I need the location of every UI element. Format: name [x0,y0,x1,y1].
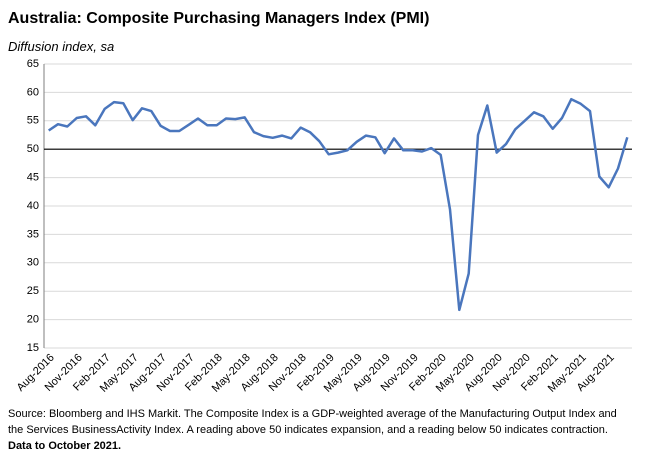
y-tick-label: 15 [27,342,39,354]
data-line [47,97,629,312]
y-tick-label: 50 [27,143,39,155]
y-tick-label: 65 [27,58,39,70]
data-note: Data to October 2021. [8,440,121,452]
y-tick-label: 40 [27,200,39,212]
y-tick-label: 25 [27,285,39,297]
y-tick-label: 30 [27,257,39,269]
y-tick-label: 60 [27,86,39,98]
chart-subtitle: Diffusion index, sa [8,39,114,54]
y-tick-label: 35 [27,228,39,240]
footnote: the Services BusinessActivity Index. A r… [8,424,608,436]
y-tick-label: 20 [27,314,39,326]
y-tick-label: 45 [27,172,39,184]
footnote: Source: Bloomberg and IHS Markit. The Co… [8,408,617,420]
y-tick-label: 55 [27,115,39,127]
chart-title: Australia: Composite Purchasing Managers… [8,10,429,27]
